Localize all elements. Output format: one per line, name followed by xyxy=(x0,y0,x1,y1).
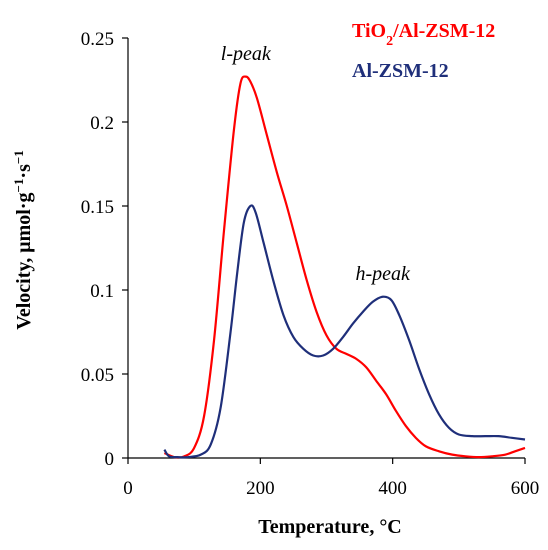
series-line-tio2-al-zsm-12 xyxy=(163,75,526,459)
x-tick-label: 400 xyxy=(378,478,407,499)
y-axis-title-main: Velocity, μmol·g xyxy=(13,193,35,330)
annotation-h-peak: h-peak xyxy=(356,263,412,285)
y-tick-label: 0 xyxy=(105,449,115,470)
legend-entry-alzsm12: Al-ZSM-12 xyxy=(352,60,449,82)
y-axis-title: Velocity, μmol·g−1·s−1 xyxy=(11,150,36,330)
y-axis-title-mid: ·s xyxy=(13,164,35,179)
legend-entry-tio2: TiO2/Al-ZSM-12 xyxy=(352,20,495,49)
legend-entry-tio2-rest: /Al-ZSM-12 xyxy=(392,20,495,42)
x-tick-label: 0 xyxy=(123,478,133,499)
axes xyxy=(127,38,525,459)
legend-entry-tio2-main: TiO xyxy=(352,20,386,42)
x-axis-title: Temperature, °C xyxy=(258,516,402,538)
annotations: l-peak h-peak xyxy=(221,43,411,285)
y-axis-title-sup2: −1 xyxy=(11,150,26,164)
legend: TiO2/Al-ZSM-12 Al-ZSM-12 xyxy=(352,20,495,82)
series-layer xyxy=(163,75,526,459)
x-tick-label: 200 xyxy=(246,478,275,499)
y-tick-label: 0.25 xyxy=(81,29,114,50)
y-tick-label: 0.05 xyxy=(81,365,114,386)
x-tick-label: 600 xyxy=(511,478,540,499)
series-line-al-zsm-12 xyxy=(163,204,526,459)
y-axis-title-sup1: −1 xyxy=(11,179,26,193)
y-tick-label: 0.1 xyxy=(90,281,114,302)
annotation-l-peak: l-peak xyxy=(221,43,272,65)
y-tick-label: 0.2 xyxy=(90,113,114,134)
legend-entry-tio2-sub: 2 xyxy=(386,34,393,49)
ticks: 0 200 400 600 0 0.05 0.1 0.15 0.2 0.25 xyxy=(81,29,540,499)
y-tick-label: 0.15 xyxy=(81,197,114,218)
